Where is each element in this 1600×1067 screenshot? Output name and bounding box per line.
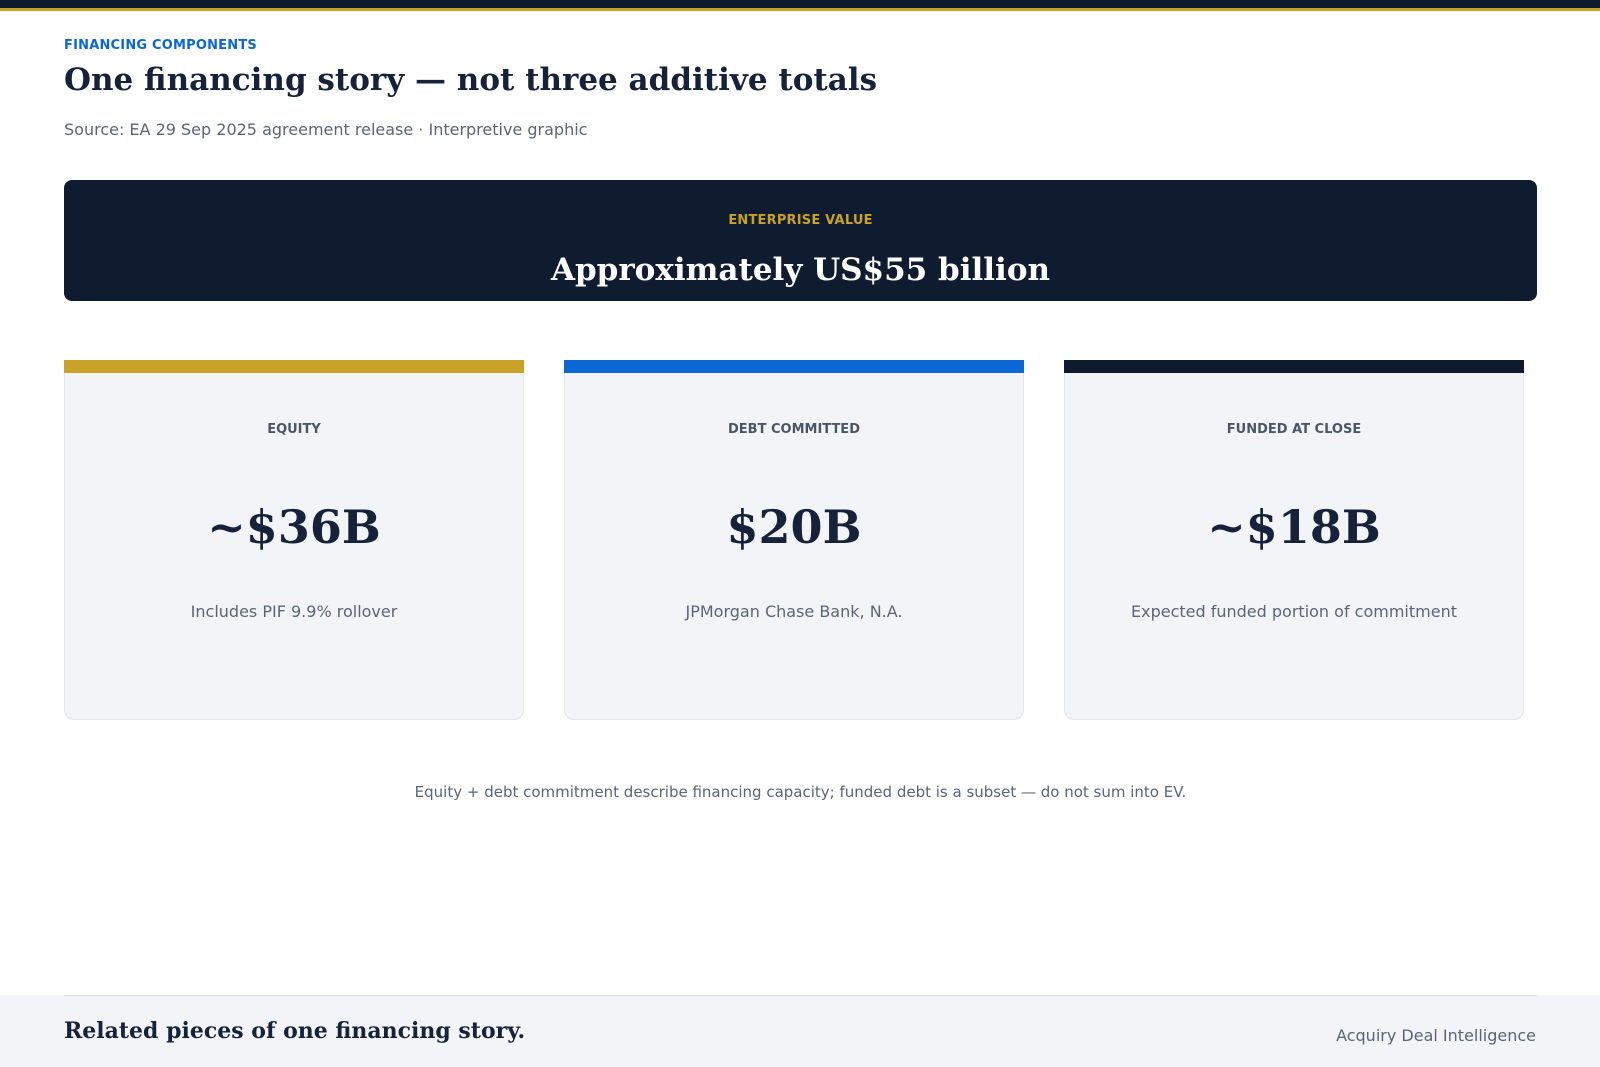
funded-at-close-accent-bar <box>1064 360 1524 373</box>
top-accent-bar <box>0 0 1600 8</box>
debt-committed-accent-bar <box>564 360 1024 373</box>
equity-label: EQUITY <box>267 422 321 437</box>
debt-committed-value: $20B <box>726 500 862 554</box>
footer-divider <box>64 995 1537 996</box>
footer-brand: Acquiry Deal Intelligence <box>1336 1026 1536 1045</box>
debt-committed-note: JPMorgan Chase Bank, N.A. <box>685 602 903 621</box>
source-caption: Source: EA 29 Sep 2025 agreement release… <box>64 120 588 139</box>
equity-note: Includes PIF 9.9% rollover <box>190 602 398 621</box>
top-gold-rule <box>0 8 1600 11</box>
debt-committed-card: DEBT COMMITTED $20B JPMorgan Chase Bank,… <box>564 360 1024 720</box>
enterprise-value-banner: ENTERPRISE VALUE Approximately US$55 bil… <box>64 180 1537 301</box>
enterprise-value-amount: Approximately US$55 billion <box>550 252 1051 288</box>
section-eyebrow: FINANCING COMPONENTS <box>64 38 257 53</box>
funded-at-close-label: FUNDED AT CLOSE <box>1226 422 1362 437</box>
page-title: One financing story — not three additive… <box>64 62 878 98</box>
financing-footnote: Equity + debt commitment describe financ… <box>414 783 1187 801</box>
funded-at-close-card: FUNDED AT CLOSE ~$18B Expected funded po… <box>1064 360 1524 720</box>
equity-card: EQUITY ~$36B Includes PIF 9.9% rollover <box>64 360 524 720</box>
funded-at-close-note: Expected funded portion of commitment <box>1131 602 1457 621</box>
funded-at-close-value: ~$18B <box>1207 500 1381 554</box>
equity-accent-bar <box>64 360 524 373</box>
equity-value: ~$36B <box>207 500 381 554</box>
enterprise-value-label: ENTERPRISE VALUE <box>728 213 873 228</box>
page-footer: Related pieces of one financing story. A… <box>0 995 1600 1067</box>
footer-tagline: Related pieces of one financing story. <box>64 1018 526 1044</box>
debt-committed-label: DEBT COMMITTED <box>728 422 860 437</box>
